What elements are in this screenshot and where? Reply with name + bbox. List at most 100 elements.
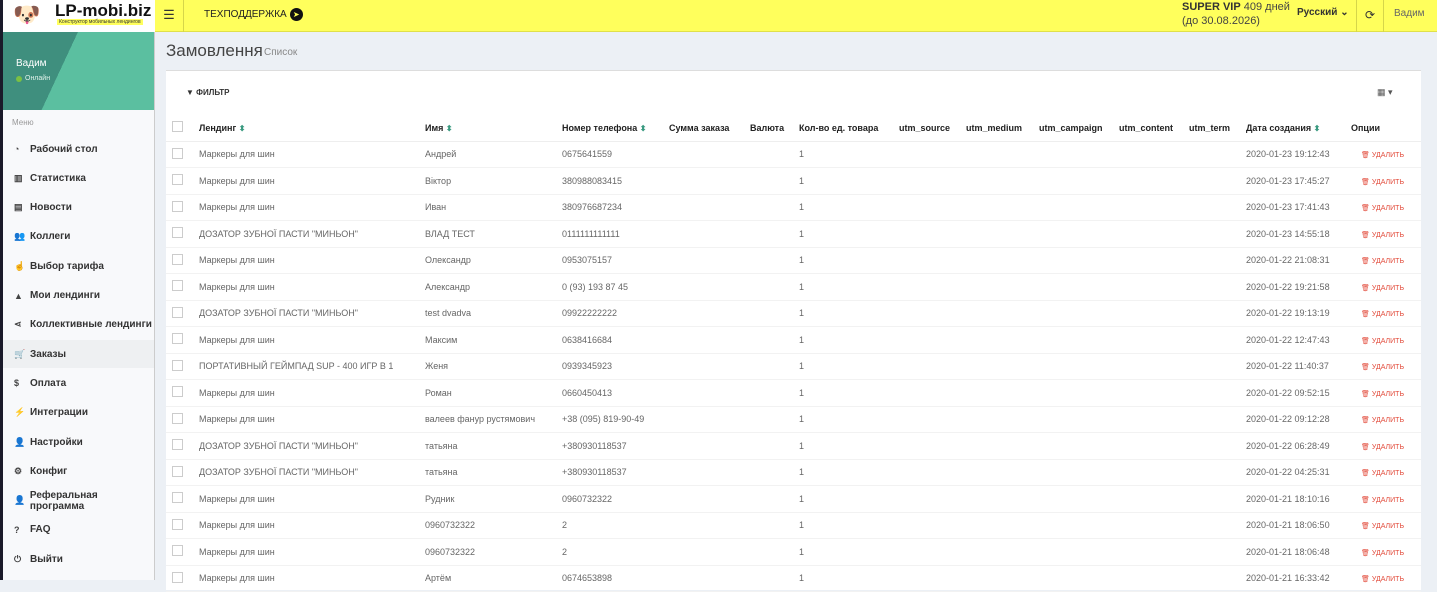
cell-utm-source — [895, 194, 962, 221]
cell-landing: ДОЗАТОР ЗУБНОЇ ПАСТИ "МИНЬОН" — [195, 432, 421, 460]
delete-button[interactable]: 🗑 УДАЛИТЬ — [1361, 152, 1404, 159]
sort-icon[interactable]: ⬍ — [639, 123, 647, 133]
cell-options: 🗑 УДАЛИТЬ — [1347, 485, 1421, 513]
cell-utm-medium — [962, 379, 1035, 407]
cell-created: 2020-01-22 11:40:37 — [1242, 353, 1347, 380]
sidebar-item-12[interactable]: ⚙ Конфиг — [3, 457, 154, 485]
sidebar-item-10[interactable]: ⚡ Интеграции — [3, 399, 154, 427]
sidebar-item-13[interactable]: 👤 Реферальная программа — [3, 487, 154, 515]
landings-icon: ▲ — [14, 290, 23, 301]
sidebar-item-9[interactable]: $ Оплата — [3, 369, 154, 397]
row-checkbox[interactable] — [166, 141, 195, 168]
sort-icon[interactable]: ⬍ — [1313, 123, 1321, 133]
row-checkbox[interactable] — [166, 167, 195, 195]
row-checkbox[interactable] — [166, 459, 195, 486]
sidebar-item-5[interactable]: ☝ Выбор тарифа — [3, 252, 154, 280]
row-checkbox[interactable] — [166, 379, 195, 407]
sidebar-item-1[interactable]: ◔ Рабочий стол — [3, 135, 154, 163]
cell-utm-medium — [962, 273, 1035, 301]
delete-button[interactable]: 🗑 УДАЛИТЬ — [1361, 205, 1404, 212]
delete-label: УДАЛИТЬ — [1371, 549, 1405, 557]
delete-label: УДАЛИТЬ — [1371, 337, 1405, 345]
cell-sum — [665, 167, 746, 195]
row-checkbox[interactable] — [166, 220, 195, 248]
column-label: Валюта — [750, 122, 785, 133]
delete-button[interactable]: 🗑 УДАЛИТЬ — [1361, 364, 1404, 371]
refresh-icon[interactable]: ⟳ — [1356, 0, 1384, 32]
user-menu[interactable]: Вадим — [1394, 8, 1425, 19]
cell-utm-source — [895, 247, 962, 274]
filter-button[interactable]: ▼ ФИЛЬТР — [186, 88, 230, 97]
delete-button[interactable]: 🗑 УДАЛИТЬ — [1361, 391, 1404, 398]
sidebar-item-14[interactable]: ? FAQ — [3, 516, 154, 544]
column-header[interactable]: Дата создания ⬍ — [1242, 115, 1347, 142]
sidebar-item-3[interactable]: ▤ Новости — [3, 194, 154, 222]
row-checkbox[interactable] — [166, 485, 195, 513]
select-all-checkbox[interactable] — [166, 115, 195, 142]
sidebar-item-label: Конфиг — [30, 465, 68, 477]
sort-icon[interactable]: ⬍ — [445, 123, 453, 133]
column-header[interactable]: Номер телефона ⬍ — [558, 115, 665, 142]
support-link[interactable]: ТЕХПОДДЕРЖКА ➤ — [204, 8, 303, 21]
cell-utm-term — [1185, 406, 1242, 433]
delete-label: УДАЛИТЬ — [1371, 496, 1405, 504]
delete-button[interactable]: 🗑 УДАЛИТЬ — [1361, 285, 1404, 292]
sort-icon[interactable]: ⬍ — [238, 123, 246, 133]
cell-phone: 0660450413 — [558, 379, 665, 407]
row-checkbox[interactable] — [166, 194, 195, 221]
delete-button[interactable]: 🗑 УДАЛИТЬ — [1361, 311, 1404, 318]
cell-landing: ДОЗАТОР ЗУБНОЇ ПАСТИ "МИНЬОН" — [195, 459, 421, 486]
columns-toggle-button[interactable]: ▦ ▾ — [1377, 87, 1393, 98]
trash-icon: 🗑 — [1361, 443, 1370, 451]
row-checkbox[interactable] — [166, 353, 195, 380]
column-header[interactable]: Имя ⬍ — [421, 115, 558, 142]
sidebar-item-15[interactable]: ⏻ Выйти — [3, 545, 154, 573]
sidebar-item-6[interactable]: ▲ Мои лендинги — [3, 282, 154, 310]
row-checkbox[interactable] — [166, 247, 195, 274]
delete-button[interactable]: 🗑 УДАЛИТЬ — [1361, 232, 1404, 239]
cell-phone: 380988083415 — [558, 167, 665, 195]
delete-button[interactable]: 🗑 УДАЛИТЬ — [1361, 417, 1404, 424]
plan-info: SUPER VIP 409 дней (до 30.08.2026) — [1182, 0, 1290, 28]
cell-utm-content — [1115, 220, 1185, 248]
language-dropdown[interactable]: Русский ⌄ — [1297, 7, 1349, 18]
delete-button[interactable]: 🗑 УДАЛИТЬ — [1361, 470, 1404, 477]
sidebar-item-4[interactable]: 👥 Коллеги — [3, 223, 154, 251]
menu-toggle-icon[interactable]: ☰ — [155, 0, 184, 32]
logo-text: LP-mobi.biz — [55, 1, 152, 20]
sidebar-item-label: Новости — [30, 202, 72, 214]
delete-button[interactable]: 🗑 УДАЛИТЬ — [1361, 523, 1404, 530]
row-checkbox[interactable] — [166, 406, 195, 433]
delete-button[interactable]: 🗑 УДАЛИТЬ — [1361, 497, 1404, 504]
cell-created: 2020-01-23 17:41:43 — [1242, 194, 1347, 221]
cell-utm-term — [1185, 167, 1242, 195]
status-label: Онлайн — [25, 75, 51, 82]
sidebar-item-2[interactable]: ▥ Статистика — [3, 164, 154, 192]
sidebar-item-7[interactable]: ⋖ Коллективные лендинги — [3, 311, 154, 339]
logo[interactable]: 🐶 LP-mobi.biz Конструктор мобильных ленд… — [0, 0, 155, 32]
row-checkbox[interactable] — [166, 326, 195, 354]
delete-button[interactable]: 🗑 УДАЛИТЬ — [1361, 258, 1404, 265]
delete-button[interactable]: 🗑 УДАЛИТЬ — [1361, 550, 1404, 557]
cell-utm-campaign — [1035, 326, 1115, 354]
cell-utm-campaign — [1035, 379, 1115, 407]
delete-button[interactable]: 🗑 УДАЛИТЬ — [1361, 179, 1404, 186]
row-checkbox[interactable] — [166, 538, 195, 566]
row-checkbox[interactable] — [166, 300, 195, 327]
row-checkbox[interactable] — [166, 565, 195, 592]
column-label: utm_content — [1119, 122, 1173, 133]
row-checkbox[interactable] — [166, 273, 195, 301]
sidebar-item-11[interactable]: 👤 Настройки — [3, 428, 154, 456]
cell-utm-source — [895, 141, 962, 168]
row-checkbox[interactable] — [166, 512, 195, 539]
row-checkbox[interactable] — [166, 432, 195, 460]
cell-utm-source — [895, 300, 962, 327]
cell-created: 2020-01-22 06:28:49 — [1242, 432, 1347, 460]
delete-button[interactable]: 🗑 УДАЛИТЬ — [1361, 444, 1404, 451]
sidebar-item-8[interactable]: 🛒 Заказы — [3, 340, 154, 369]
column-label: Сумма заказа — [669, 122, 730, 133]
column-header[interactable]: Лендинг ⬍ — [195, 115, 421, 142]
delete-button[interactable]: 🗑 УДАЛИТЬ — [1361, 338, 1404, 345]
cell-utm-campaign — [1035, 353, 1115, 380]
plan-until: (до 30.08.2026) — [1182, 15, 1260, 27]
